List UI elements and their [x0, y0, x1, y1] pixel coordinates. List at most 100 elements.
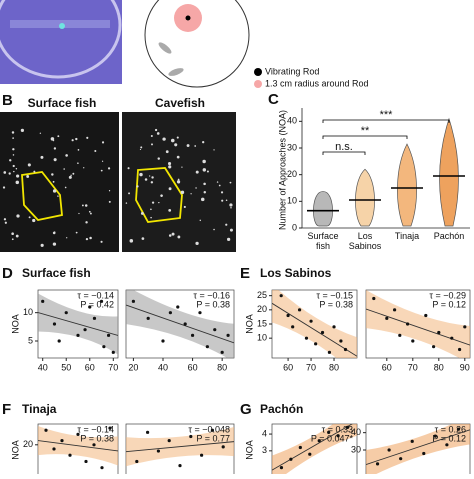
dot: [65, 154, 68, 157]
dot: [40, 243, 44, 247]
dot: [206, 170, 209, 173]
data-point: [437, 330, 441, 335]
dot: [86, 136, 89, 139]
data-point: [463, 325, 467, 329]
data-point: [52, 322, 57, 326]
dot: [129, 239, 134, 243]
dot: [221, 199, 224, 202]
dot: [225, 199, 228, 202]
data-point: [279, 294, 283, 298]
panel-label: B: [2, 92, 13, 109]
plot-area: [366, 290, 470, 358]
data-point: [297, 308, 302, 312]
data-point: [339, 339, 343, 343]
data-point: [398, 333, 402, 337]
panel-label: D: [2, 265, 13, 282]
dot: [176, 155, 180, 159]
dot: [70, 174, 72, 177]
bracket: [322, 119, 450, 123]
y-tick-label: 30: [351, 444, 361, 454]
data-point: [189, 434, 193, 439]
data-point: [131, 299, 135, 303]
data-point: [68, 453, 72, 457]
dot: [202, 141, 205, 144]
data-point: [286, 313, 290, 318]
dot: [100, 169, 103, 172]
dot: [27, 163, 31, 167]
dot: [12, 154, 15, 156]
data-point: [411, 339, 415, 343]
p-value: P = 0.42: [80, 299, 114, 309]
confidence-band: [366, 290, 470, 358]
arena-photo: [0, 0, 122, 84]
dot: [81, 204, 84, 207]
dot: [186, 144, 190, 148]
data-point: [64, 311, 68, 315]
dot: [100, 240, 103, 243]
dot: [229, 228, 233, 232]
data-point: [106, 333, 111, 337]
dot: [168, 165, 172, 169]
legend-text: Vibrating Rod: [265, 66, 319, 76]
x-tick-label: 90: [460, 362, 470, 372]
y-axis-label: NOA: [244, 314, 254, 334]
dot: [72, 172, 75, 175]
y-tick-label: 20: [257, 304, 267, 314]
dot: [200, 197, 205, 202]
data-point: [387, 448, 391, 452]
data-point: [445, 443, 449, 447]
x-tick-label: 60: [283, 362, 293, 372]
violin-plot: 0 10 20 30 40 Surface fish Los Sabinos Tinaja Pach…: [287, 108, 470, 251]
tau: τ = −0.16: [193, 290, 230, 300]
data-point: [372, 296, 376, 301]
dot: [157, 157, 160, 160]
data-point: [327, 430, 331, 434]
x-tick-label: 80: [434, 362, 444, 372]
data-point: [83, 328, 87, 332]
data-point: [108, 426, 112, 430]
p-value: P = 0.12: [432, 299, 466, 309]
x-tick-label: Los Sabinos: [349, 231, 382, 251]
x-tick-label: 80: [329, 362, 339, 372]
dot: [177, 178, 180, 181]
violin: [313, 191, 333, 227]
data-point: [167, 439, 171, 443]
dot: [15, 180, 20, 185]
y-axis-label: NOA: [10, 440, 20, 460]
dot: [150, 181, 154, 184]
dot: [229, 181, 232, 184]
dot: [177, 181, 180, 184]
data-point: [399, 457, 403, 461]
data-point: [76, 432, 80, 436]
plot-area: [272, 290, 357, 358]
dot: [3, 218, 7, 221]
x-tick-label: 40: [158, 362, 168, 372]
data-point: [210, 428, 214, 432]
dot: [141, 237, 145, 240]
data-point: [320, 330, 325, 335]
dot: [53, 158, 57, 162]
dot: [154, 128, 158, 132]
dot: [151, 201, 155, 204]
x-tick-label: 70: [408, 362, 418, 372]
panel-label: C: [268, 91, 279, 108]
dot: [52, 242, 57, 246]
dot: [39, 132, 42, 134]
plot-area: [126, 427, 234, 468]
dot: [177, 235, 181, 239]
dot: [150, 216, 152, 219]
dot: [176, 136, 179, 139]
roi-outline: [21, 171, 63, 221]
dot: [20, 128, 24, 132]
data-point: [289, 457, 293, 461]
data-point: [99, 299, 104, 303]
dot: [150, 208, 152, 211]
x-tick-label: 80: [217, 362, 227, 372]
fit-line: [38, 312, 118, 336]
violin: [355, 168, 375, 227]
dot: [107, 167, 111, 170]
data-point: [84, 459, 88, 464]
dot: [11, 131, 15, 134]
dot: [171, 232, 175, 236]
